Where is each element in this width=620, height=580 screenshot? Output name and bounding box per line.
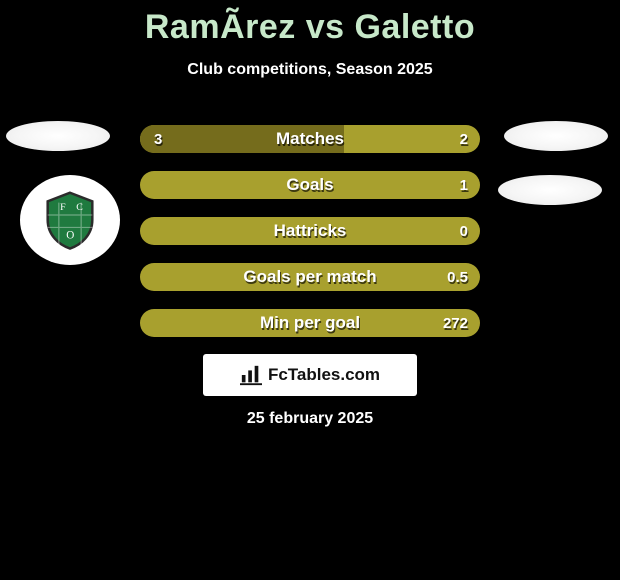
subtitle: Club competitions, Season 2025: [0, 61, 620, 79]
stat-label: Hattricks: [140, 217, 480, 245]
shield-icon: F C O: [39, 189, 101, 251]
stat-value-right: 1: [460, 171, 468, 199]
club-crest-left: F C O: [20, 175, 120, 265]
stat-bars: 3Matches2 Goals1 Hattricks0 Goals per match…: [140, 125, 480, 355]
stat-value-right: 2: [460, 125, 468, 153]
stat-label: Goals: [140, 171, 480, 199]
svg-text:O: O: [66, 230, 74, 242]
date-text: 25 february 2025: [0, 410, 620, 428]
page-title: RamÃ­rez vs Galetto: [0, 8, 620, 47]
svg-text:F: F: [60, 202, 66, 213]
stat-bar: Hattricks0: [140, 217, 480, 245]
infographic-root: RamÃ­rez vs Galetto Club competitions, S…: [0, 0, 620, 580]
flag-right-placeholder: [504, 121, 608, 151]
stat-bar: Goals1: [140, 171, 480, 199]
bar-chart-icon: [240, 364, 262, 386]
svg-text:C: C: [76, 202, 83, 213]
stat-value-right: 272: [443, 309, 468, 337]
club-crest-right-placeholder: [498, 175, 602, 205]
brand-badge[interactable]: FcTables.com: [203, 354, 417, 396]
flag-left-placeholder: [6, 121, 110, 151]
stat-value-right: 0: [460, 217, 468, 245]
stat-label: Min per goal: [140, 309, 480, 337]
stat-bar: 3Matches2: [140, 125, 480, 153]
stat-bar: Goals per match0.5: [140, 263, 480, 291]
stat-bar-left-fill: [140, 125, 344, 153]
stat-value-right: 0.5: [447, 263, 468, 291]
brand-text: FcTables.com: [268, 365, 380, 385]
stat-value-left: 3: [154, 125, 162, 153]
stat-bar: Min per goal272: [140, 309, 480, 337]
stat-label: Goals per match: [140, 263, 480, 291]
